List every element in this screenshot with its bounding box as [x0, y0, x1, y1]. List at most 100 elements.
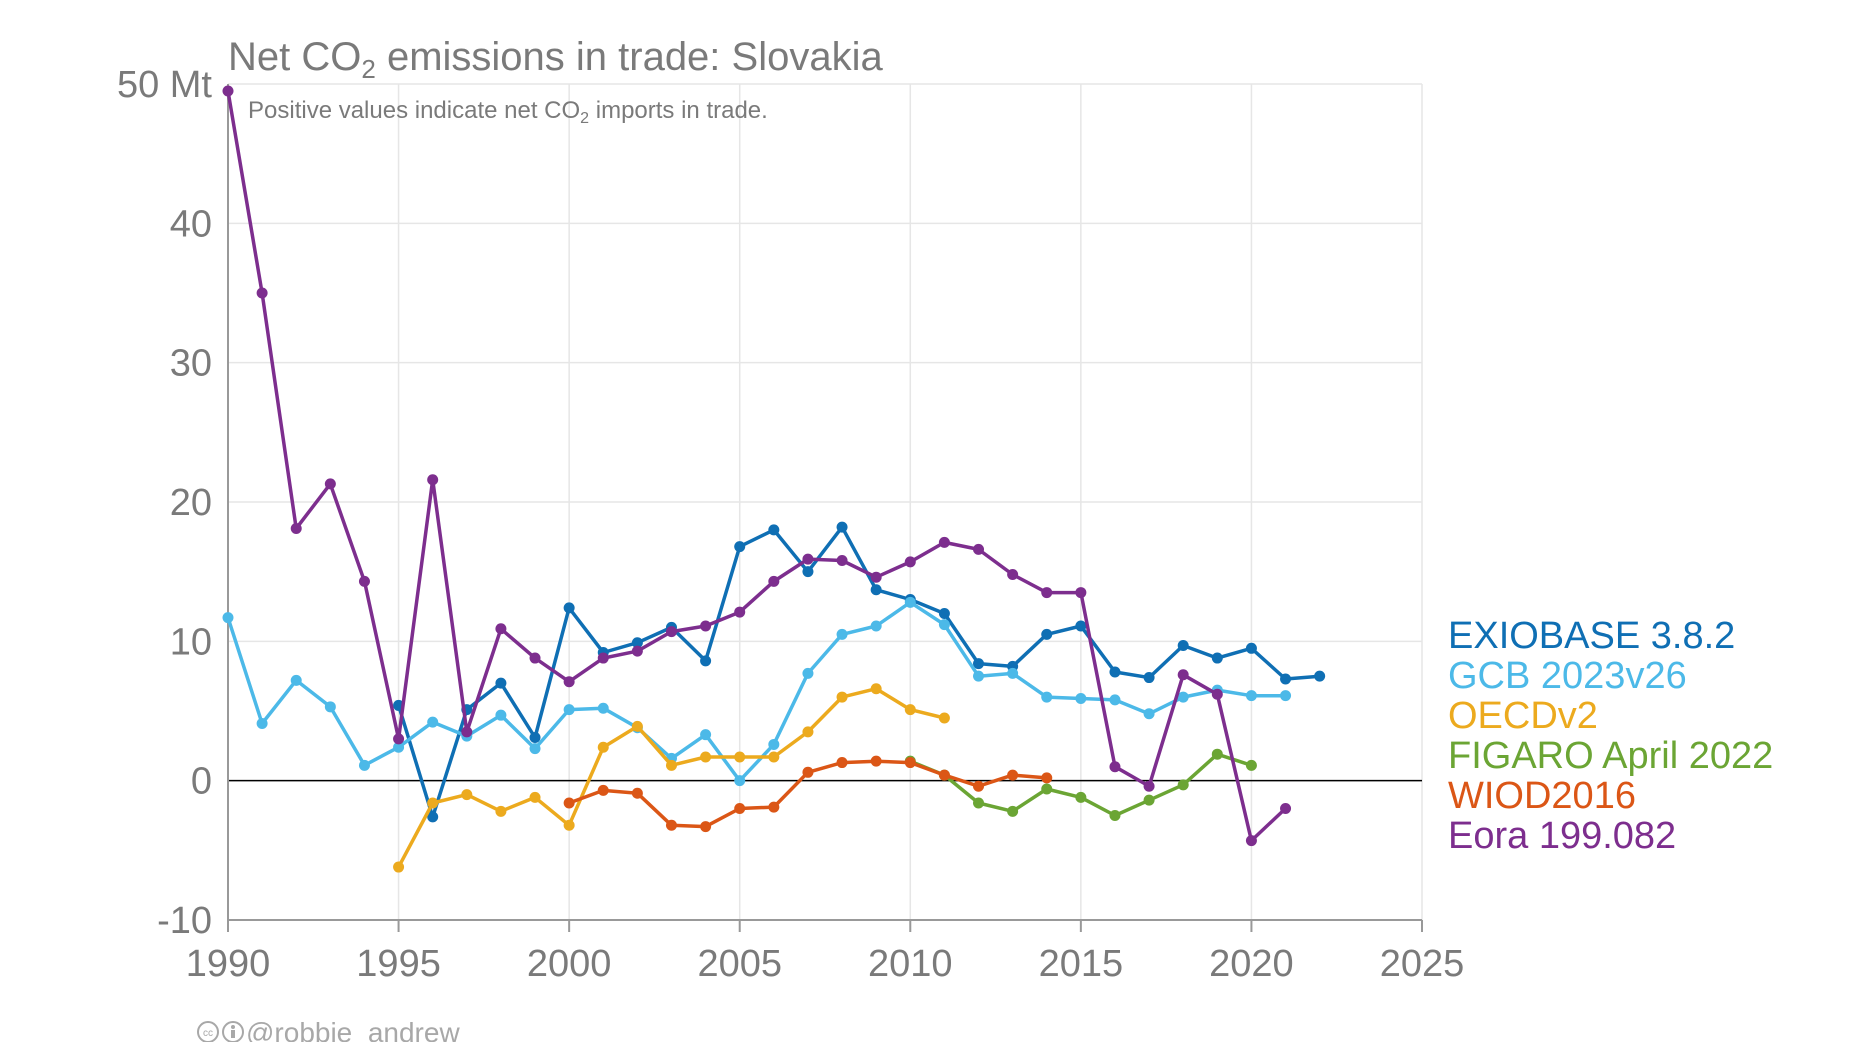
data-point-figaro-april-2022: [1245, 759, 1257, 771]
series-line-eora-199-082: [226, 90, 1287, 843]
data-point-gcb-2023v26: [597, 702, 609, 714]
cc-icon: cc: [197, 1021, 219, 1042]
data-point-figaro-april-2022: [973, 797, 985, 809]
data-point-wiod2016: [665, 819, 677, 831]
data-point-oecdv2: [461, 789, 473, 801]
data-point-gcb-2023v26: [1245, 690, 1257, 702]
y-tick-label: 10: [170, 621, 212, 663]
data-point-wiod2016: [904, 757, 916, 769]
data-point-eora-199-082: [358, 575, 370, 587]
data-point-gcb-2023v26: [427, 716, 439, 728]
data-point-wiod2016: [870, 755, 882, 767]
data-point-eora-199-082: [1007, 568, 1019, 580]
legend-item: FIGARO April 2022: [1448, 735, 1773, 777]
data-point-gcb-2023v26: [324, 701, 336, 713]
data-point-figaro-april-2022: [1007, 805, 1019, 817]
data-point-gcb-2023v26: [529, 743, 541, 755]
data-point-eora-199-082: [665, 626, 677, 638]
data-point-eora-199-082: [1143, 780, 1155, 792]
y-tick-label: 20: [170, 482, 212, 524]
data-point-wiod2016: [1041, 772, 1053, 784]
data-point-eora-199-082: [938, 536, 950, 548]
data-point-eora-199-082: [290, 522, 302, 534]
data-point-figaro-april-2022: [1109, 810, 1121, 821]
data-point-exiobase-3-8-2: [1280, 673, 1292, 685]
data-point-gcb-2023v26: [870, 620, 882, 632]
data-point-eora-199-082: [802, 553, 814, 565]
x-tick-label: 2010: [868, 943, 953, 985]
data-point-gcb-2023v26: [802, 667, 814, 679]
series-oecdv2: [393, 683, 950, 873]
data-point-exiobase-3-8-2: [973, 658, 985, 670]
data-point-oecdv2: [904, 704, 916, 716]
data-point-gcb-2023v26: [1280, 690, 1292, 702]
series-wiod2016: [563, 755, 1053, 833]
data-point-wiod2016: [734, 803, 746, 815]
data-point-gcb-2023v26: [358, 759, 370, 771]
data-point-oecdv2: [631, 720, 643, 732]
data-point-eora-199-082: [1280, 803, 1292, 815]
data-point-exiobase-3-8-2: [1143, 672, 1155, 684]
grid: [227, 83, 1423, 921]
legend-item: GCB 2023v26: [1448, 655, 1687, 697]
data-point-exiobase-3-8-2: [1041, 628, 1053, 640]
data-point-exiobase-3-8-2: [836, 521, 848, 533]
data-point-oecdv2: [938, 712, 950, 724]
legend-item: OECDv2: [1448, 695, 1598, 737]
axis-ticks: 1990 1995 2000 2005 2010 2015 2020 2025 -10 0 10 20…: [117, 64, 1464, 985]
x-tick-label: 1995: [356, 943, 441, 985]
data-point-wiod2016: [938, 769, 950, 781]
data-point-gcb-2023v26: [938, 619, 950, 631]
data-point-eora-199-082: [1075, 587, 1087, 599]
data-point-gcb-2023v26: [495, 709, 507, 721]
data-point-eora-199-082: [393, 733, 405, 745]
data-point-oecdv2: [529, 791, 541, 803]
data-point-wiod2016: [802, 766, 814, 778]
data-point-eora-199-082: [768, 575, 780, 587]
data-point-eora-199-082: [734, 606, 746, 618]
credit: cc @robbie_andrew: [197, 1017, 460, 1042]
data-point-exiobase-3-8-2: [1211, 652, 1223, 664]
data-point-eora-199-082: [495, 623, 507, 635]
data-point-gcb-2023v26: [1143, 708, 1155, 720]
series-layer: [222, 85, 1326, 873]
data-point-gcb-2023v26: [1007, 667, 1019, 679]
data-point-oecdv2: [768, 751, 780, 763]
chart-subtitle: Positive values indicate net CO2 imports…: [248, 97, 768, 127]
data-point-exiobase-3-8-2: [631, 637, 643, 649]
y-tick-label: 40: [170, 203, 212, 245]
y-tick-label: -10: [157, 900, 212, 942]
data-point-eora-199-082: [1177, 669, 1189, 681]
data-point-exiobase-3-8-2: [734, 541, 746, 553]
data-point-gcb-2023v26: [256, 718, 268, 730]
data-point-eora-199-082: [222, 85, 234, 97]
series-line-oecdv2: [397, 686, 945, 868]
data-point-eora-199-082: [427, 474, 439, 486]
series-exiobase-3-8-2: [393, 521, 1326, 823]
data-point-gcb-2023v26: [768, 738, 780, 750]
series-line-exiobase-3-8-2: [396, 525, 1320, 819]
data-point-eora-199-082: [700, 620, 712, 632]
data-point-oecdv2: [665, 759, 677, 771]
x-tick-label: 2025: [1380, 943, 1465, 985]
data-point-wiod2016: [768, 801, 780, 813]
data-point-oecdv2: [700, 751, 712, 763]
data-point-exiobase-3-8-2: [529, 731, 541, 743]
data-point-wiod2016: [631, 787, 643, 799]
data-point-exiobase-3-8-2: [563, 602, 575, 614]
data-point-exiobase-3-8-2: [427, 811, 439, 823]
data-point-wiod2016: [836, 757, 848, 769]
data-point-exiobase-3-8-2: [1075, 620, 1087, 632]
data-point-wiod2016: [700, 821, 712, 833]
y-tick-label: 0: [191, 761, 212, 803]
data-point-oecdv2: [870, 683, 882, 695]
x-tick-label: 2020: [1209, 943, 1294, 985]
data-point-wiod2016: [1007, 769, 1019, 781]
series-eora-199-082: [222, 85, 1292, 847]
data-point-oecdv2: [427, 797, 439, 809]
x-tick-label: 2000: [527, 943, 612, 985]
attribution-icon: [222, 1021, 244, 1042]
credit-text: @robbie_andrew: [246, 1017, 460, 1042]
